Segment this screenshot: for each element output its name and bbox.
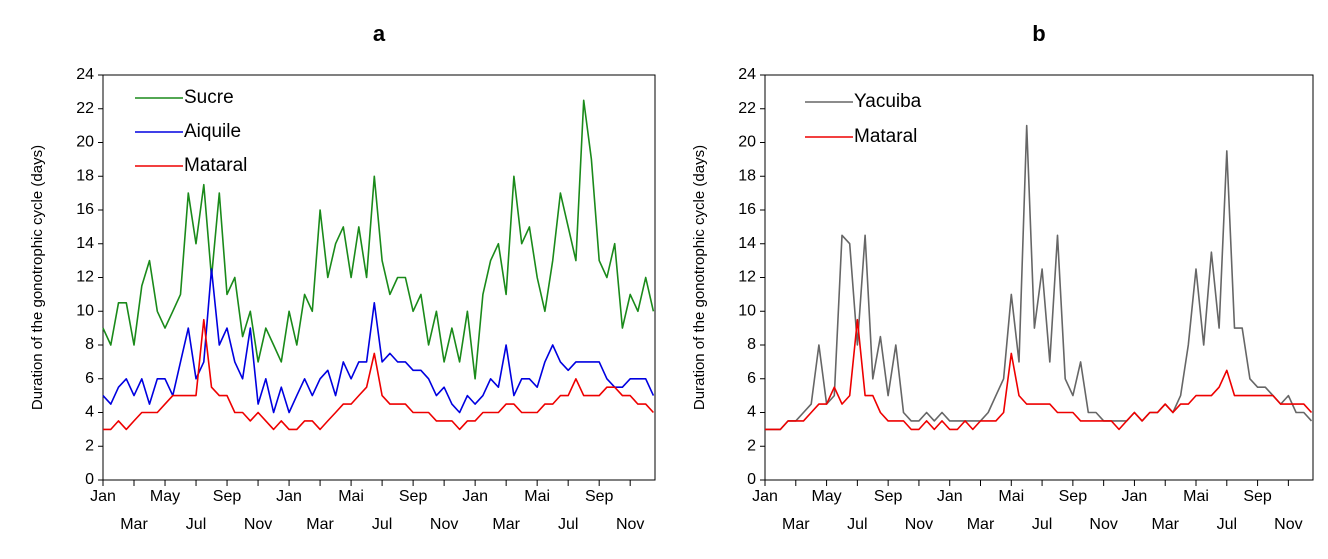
y-tick-label: 8: [747, 336, 756, 353]
legend-label: Yacuiba: [854, 91, 922, 112]
x-tick-label: Mai: [1183, 488, 1209, 505]
y-tick-label: 18: [738, 167, 756, 184]
x-tick-label: May: [150, 488, 180, 505]
x-tick-label: Mar: [306, 516, 334, 533]
legend-label: Aiquile: [184, 121, 241, 142]
x-tick-label: Sep: [213, 488, 242, 505]
legend-label: Sucre: [184, 87, 234, 108]
x-tick-label: Nov: [905, 516, 933, 533]
x-tick-label: Jan: [752, 488, 778, 505]
y-tick-label: 24: [76, 66, 94, 83]
x-tick-label: Jan: [937, 488, 963, 505]
y-tick-label: 6: [747, 370, 756, 387]
x-tick-label: Sep: [1243, 488, 1272, 505]
series-line: [103, 318, 654, 431]
y-tick-label: 2: [747, 437, 756, 454]
y-tick-label: 20: [738, 134, 756, 151]
chart-title: b: [1032, 21, 1045, 46]
y-tick-label: 14: [76, 235, 94, 252]
x-tick-label: Mai: [998, 488, 1024, 505]
y-tick-label: 10: [738, 302, 756, 319]
x-tick-label: Mai: [524, 488, 550, 505]
x-tick-label: Jul: [1032, 516, 1052, 533]
y-tick-label: 2: [85, 437, 94, 454]
x-tick-label: Jul: [847, 516, 867, 533]
y-tick-label: 8: [85, 336, 94, 353]
x-tick-label: Sep: [585, 488, 614, 505]
y-axis-label: Duration of the gonotrophic cycle (days): [691, 145, 708, 410]
x-tick-label: Mar: [1151, 516, 1179, 533]
series-line: [102, 268, 655, 414]
y-tick-label: 12: [738, 269, 756, 286]
y-tick-label: 16: [738, 201, 756, 218]
x-tick-label: Nov: [430, 516, 458, 533]
y-tick-label: 24: [738, 66, 756, 83]
x-tick-label: May: [811, 488, 841, 505]
y-tick-label: 20: [76, 134, 94, 151]
legend-label: Mataral: [184, 155, 247, 176]
y-tick-label: 14: [738, 235, 756, 252]
x-tick-label: Mar: [782, 516, 810, 533]
x-tick-label: Jul: [558, 516, 578, 533]
x-tick-label: Sep: [399, 488, 428, 505]
series-line: [765, 124, 1313, 431]
series-line: [102, 99, 655, 380]
x-tick-label: Mai: [338, 488, 364, 505]
y-tick-label: 0: [747, 471, 756, 488]
x-tick-label: Nov: [1274, 516, 1302, 533]
x-tick-label: Mar: [967, 516, 995, 533]
legend-label: Mataral: [854, 126, 917, 147]
x-tick-label: Jul: [186, 516, 206, 533]
y-tick-label: 6: [85, 370, 94, 387]
y-axis-label: Duration of the gonotrophic cycle (days): [29, 145, 46, 410]
x-tick-label: Nov: [244, 516, 272, 533]
y-tick-label: 0: [85, 471, 94, 488]
y-tick-label: 18: [76, 167, 94, 184]
chart-title: a: [373, 21, 386, 46]
series-line: [765, 318, 1313, 431]
x-tick-label: Jan: [1122, 488, 1148, 505]
x-tick-label: Nov: [616, 516, 644, 533]
x-tick-label: Sep: [1059, 488, 1088, 505]
y-tick-label: 22: [738, 100, 756, 117]
y-tick-label: 22: [76, 100, 94, 117]
x-tick-label: Mar: [492, 516, 520, 533]
x-tick-label: Nov: [1089, 516, 1117, 533]
x-tick-label: Jul: [372, 516, 392, 533]
x-tick-label: Jul: [1217, 516, 1237, 533]
y-tick-label: 4: [85, 404, 94, 421]
y-tick-label: 12: [76, 269, 94, 286]
x-tick-label: Jan: [90, 488, 116, 505]
y-tick-label: 10: [76, 302, 94, 319]
x-tick-label: Sep: [874, 488, 903, 505]
y-tick-label: 16: [76, 201, 94, 218]
plot-frame: [764, 74, 1314, 481]
y-tick-label: 4: [747, 404, 756, 421]
x-tick-label: Jan: [276, 488, 302, 505]
x-tick-label: Mar: [120, 516, 148, 533]
x-tick-label: Jan: [462, 488, 488, 505]
